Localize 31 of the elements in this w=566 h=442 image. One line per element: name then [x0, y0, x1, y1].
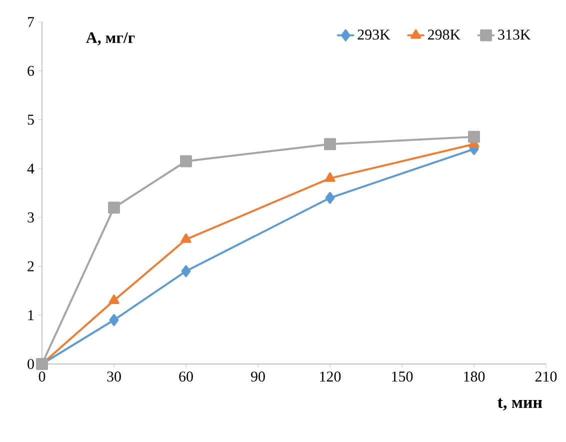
y-tick-label: 1 — [28, 310, 34, 320]
legend-label: 298K — [428, 30, 460, 40]
x-tick-label: 120 — [320, 372, 341, 382]
point — [324, 172, 336, 182]
x-tick-label: 210 — [535, 372, 557, 382]
point — [180, 155, 192, 168]
y-tick-label: 7 — [28, 17, 34, 27]
x-tick-label: 180 — [464, 372, 485, 382]
y-tick-label: 2 — [28, 261, 34, 272]
point — [324, 138, 336, 150]
x-tick-label: 0 — [38, 372, 46, 382]
y-axis-title: A, мг/г — [86, 32, 135, 46]
y-tick-label: 6 — [28, 66, 34, 76]
point — [180, 233, 192, 243]
y-tick-label: 4 — [27, 164, 34, 174]
point — [109, 314, 119, 326]
x-axis-title: t, мин — [498, 398, 542, 410]
y-tick-label: 0 — [28, 358, 34, 370]
point — [108, 294, 120, 304]
y-tick-label: 3 — [28, 212, 34, 222]
point — [181, 265, 191, 278]
point — [108, 202, 120, 214]
legend-label: 313K — [498, 30, 531, 40]
point — [468, 130, 480, 143]
point — [325, 192, 335, 204]
x-tick-label: 150 — [392, 372, 413, 382]
x-tick-label: 60 — [179, 372, 193, 382]
x-tick-label: 30 — [107, 372, 121, 382]
x-tick-label: 90 — [251, 372, 265, 382]
legend-label: 293K — [358, 30, 390, 40]
y-tick-label: 5 — [28, 114, 34, 125]
